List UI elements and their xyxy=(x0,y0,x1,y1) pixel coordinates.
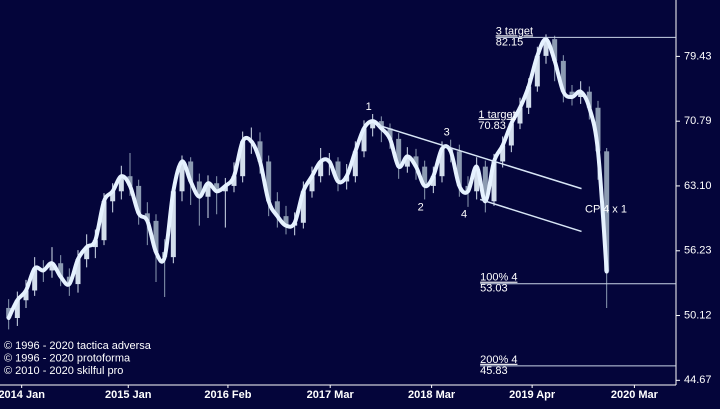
candle-body xyxy=(118,176,124,192)
smooth-line xyxy=(6,37,609,321)
candle-body xyxy=(474,166,480,192)
candle-body xyxy=(274,201,280,217)
wave-label: 4 xyxy=(461,209,467,221)
candle-body xyxy=(422,166,428,186)
candle-body xyxy=(604,151,610,272)
candle-body xyxy=(214,183,220,192)
candle-body xyxy=(361,128,367,152)
candle-body xyxy=(101,201,107,241)
candle-body xyxy=(266,161,272,202)
y-tick-label: 50.12 xyxy=(684,309,712,321)
candle-body xyxy=(387,128,393,139)
x-tick-label: 2020 Mar xyxy=(611,389,659,401)
candle-body xyxy=(240,141,246,177)
candle-body xyxy=(526,86,532,108)
candle-body xyxy=(188,161,194,182)
copyright: © 1996 - 2020 tactica adversa xyxy=(4,340,152,352)
candle-body xyxy=(491,161,497,202)
candle-body xyxy=(508,123,514,146)
copyright: © 2010 - 2020 skilful pro xyxy=(4,365,123,377)
candle-body xyxy=(404,156,410,167)
candle-body xyxy=(534,55,540,87)
candle-body xyxy=(196,181,202,197)
candle-body xyxy=(300,191,306,223)
candle-body xyxy=(75,259,81,285)
candle-body xyxy=(439,148,445,177)
x-tick-label: 2014 Jan xyxy=(0,389,45,401)
trendline xyxy=(479,198,582,233)
candle-body xyxy=(413,156,419,167)
candle-body xyxy=(595,107,601,152)
candle-body xyxy=(205,183,211,197)
candle-body xyxy=(23,290,29,301)
y-tick-label: 63.10 xyxy=(684,180,712,192)
candle-body xyxy=(378,121,384,129)
candle-body xyxy=(14,300,20,319)
candle-body xyxy=(370,121,376,129)
candle-body xyxy=(58,263,64,277)
wave-label: 3 xyxy=(444,127,450,139)
candle-body xyxy=(127,176,133,186)
candle-body xyxy=(6,307,12,319)
candle-body xyxy=(32,268,38,291)
level-value: 45.83 xyxy=(480,365,508,377)
candle-body xyxy=(84,247,90,260)
candle-body xyxy=(144,213,150,221)
candle-body xyxy=(283,216,289,226)
candle-body xyxy=(586,91,592,108)
candle-body xyxy=(456,151,462,186)
copyright: © 1996 - 2020 protoforma xyxy=(4,352,131,364)
level-label: 100% 4 xyxy=(480,272,517,284)
candle-body xyxy=(430,176,436,186)
candle-body xyxy=(543,39,549,56)
candle-body xyxy=(552,39,558,61)
x-tick-label: 2016 Feb xyxy=(204,389,251,401)
y-tick-label: 44.67 xyxy=(684,374,712,386)
y-tick-label: 70.79 xyxy=(684,115,712,127)
candle-body xyxy=(136,185,142,214)
level-value: 53.03 xyxy=(480,283,508,295)
wave-label: 2 xyxy=(418,201,424,213)
wave-label: 1 xyxy=(366,101,372,113)
level-value: 82.15 xyxy=(496,36,524,48)
candle-body xyxy=(309,176,315,192)
y-tick-label: 56.23 xyxy=(684,245,712,257)
level-label: 1 target xyxy=(478,109,515,121)
candle-body xyxy=(231,176,237,186)
candle-body xyxy=(560,60,566,92)
candle-body xyxy=(517,107,523,124)
candle-body xyxy=(153,220,159,253)
candle-body xyxy=(352,151,358,177)
candle-body xyxy=(170,191,176,258)
x-tick-label: 2017 Mar xyxy=(307,389,355,401)
candle-body xyxy=(396,138,402,167)
candle-body xyxy=(569,91,575,97)
candle-body xyxy=(500,145,506,162)
x-tick-label: 2019 Apr xyxy=(509,389,556,401)
candle-body xyxy=(179,161,185,192)
candle-body xyxy=(257,141,263,162)
trendline xyxy=(377,124,582,190)
candle-body xyxy=(482,166,488,202)
channel-label: CP 4 x 1 xyxy=(585,204,627,216)
candle-body xyxy=(335,161,341,182)
candle-body xyxy=(110,191,116,202)
x-tick-label: 2015 Jan xyxy=(105,389,152,401)
candle-body xyxy=(318,161,324,177)
candle-body xyxy=(578,91,584,97)
level-label: 3 target xyxy=(496,25,533,37)
level-value: 70.83 xyxy=(478,120,506,132)
y-tick-label: 79.43 xyxy=(684,50,712,62)
candle-body xyxy=(49,263,55,271)
level-label: 200% 4 xyxy=(480,354,517,366)
x-tick-label: 2018 Mar xyxy=(408,389,456,401)
